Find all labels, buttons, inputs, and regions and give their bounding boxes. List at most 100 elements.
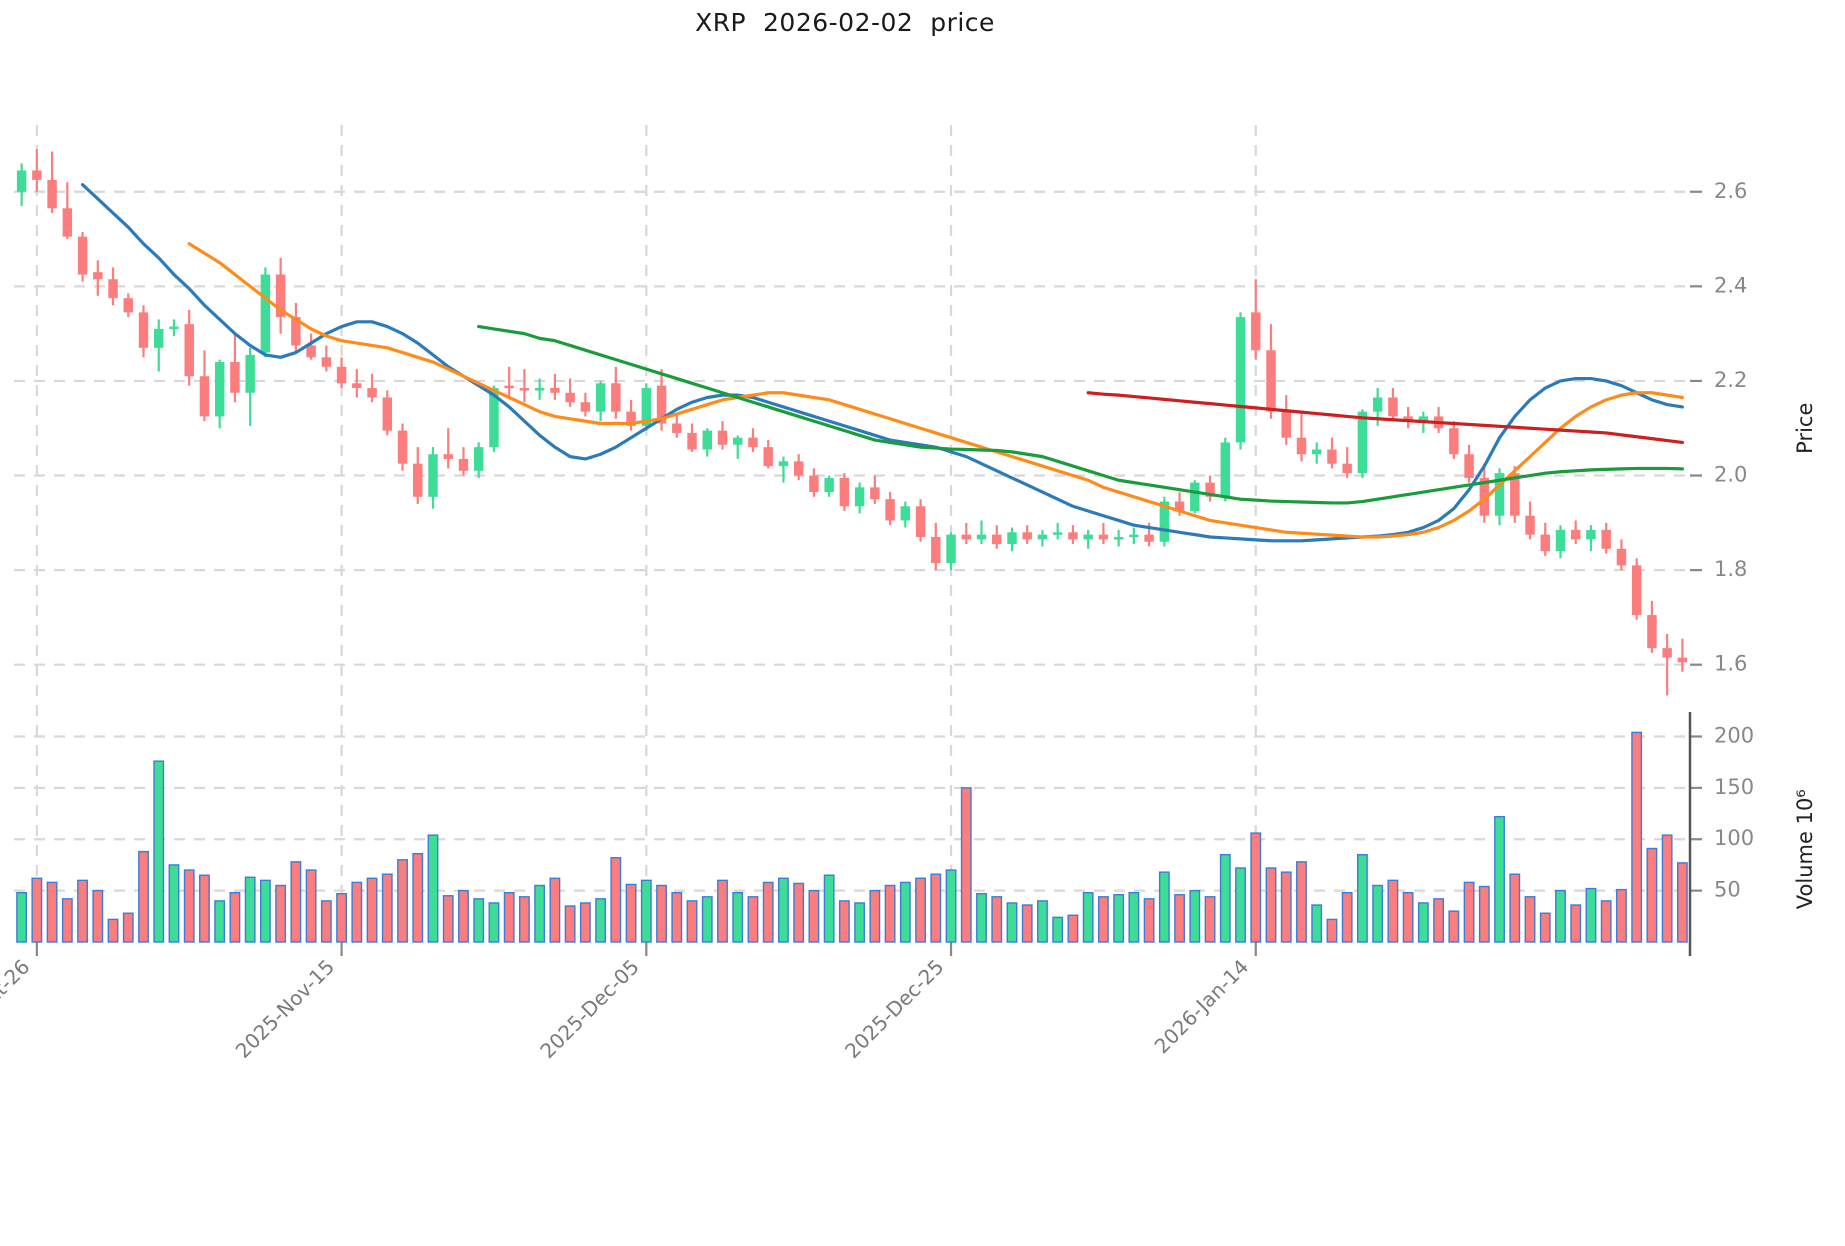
candle-body[interactable]	[626, 411, 636, 426]
candle-body[interactable]	[230, 362, 240, 393]
volume-bar[interactable]	[214, 900, 226, 943]
candle-body[interactable]	[519, 388, 530, 391]
volume-bar[interactable]	[945, 869, 957, 943]
volume-bar[interactable]	[61, 898, 73, 943]
volume-bar[interactable]	[1082, 891, 1094, 943]
volume-bar[interactable]	[960, 787, 972, 943]
volume-bar[interactable]	[686, 900, 698, 943]
candle-body[interactable]	[1098, 534, 1109, 540]
volume-bar[interactable]	[1539, 912, 1551, 943]
volume-bar[interactable]	[823, 874, 835, 943]
candle-body[interactable]	[214, 362, 225, 417]
volume-bar[interactable]	[503, 891, 515, 943]
candle-body[interactable]	[1631, 565, 1642, 616]
volume-bar[interactable]	[1341, 891, 1353, 943]
candle-body[interactable]	[1479, 477, 1490, 516]
volume-bar[interactable]	[1250, 832, 1262, 943]
volume-bar[interactable]	[778, 877, 789, 943]
candle-body[interactable]	[931, 537, 941, 564]
candle-body[interactable]	[778, 461, 789, 467]
candle-body[interactable]	[397, 430, 408, 464]
candle-body[interactable]	[504, 385, 514, 389]
candle-body[interactable]	[992, 534, 1002, 545]
candle-body[interactable]	[32, 170, 42, 180]
candle-body[interactable]	[1083, 534, 1093, 540]
volume-bar[interactable]	[671, 891, 683, 943]
volume-bar[interactable]	[259, 879, 271, 943]
volume-bar[interactable]	[1235, 867, 1246, 943]
candle-body[interactable]	[428, 454, 438, 497]
candle-body[interactable]	[1525, 515, 1535, 535]
candle-body[interactable]	[717, 430, 728, 445]
volume-bar[interactable]	[549, 877, 561, 943]
volume-bar[interactable]	[1463, 881, 1475, 943]
volume-bar[interactable]	[427, 834, 439, 943]
candle-body[interactable]	[1540, 534, 1550, 552]
candle-body[interactable]	[1388, 397, 1398, 417]
candle-body[interactable]	[16, 170, 27, 192]
candle-body[interactable]	[1266, 350, 1276, 412]
candle-body[interactable]	[352, 383, 362, 389]
volume-bar[interactable]	[1158, 871, 1170, 943]
volume-bar[interactable]	[1174, 894, 1186, 943]
volume-bar[interactable]	[107, 918, 119, 943]
volume-bar[interactable]	[808, 889, 820, 943]
volume-bar[interactable]	[1143, 898, 1155, 943]
volume-bar[interactable]	[397, 859, 408, 943]
volume-bar[interactable]	[534, 884, 546, 943]
candle-body[interactable]	[687, 432, 697, 450]
candle-body[interactable]	[1449, 428, 1459, 455]
candle-body[interactable]	[1586, 529, 1596, 540]
candle-body[interactable]	[1311, 449, 1322, 455]
volume-bar[interactable]	[1494, 815, 1505, 943]
candle-body[interactable]	[1662, 648, 1672, 658]
volume-bar[interactable]	[138, 850, 149, 943]
volume-bar[interactable]	[381, 873, 393, 943]
candle-body[interactable]	[291, 317, 301, 346]
candle-body[interactable]	[550, 388, 560, 393]
candle-body[interactable]	[275, 274, 286, 318]
volume-bar[interactable]	[976, 893, 987, 943]
volume-bar[interactable]	[869, 889, 881, 943]
volume-bar[interactable]	[1006, 902, 1018, 943]
volume-bar[interactable]	[762, 881, 774, 943]
volume-bar[interactable]	[168, 864, 180, 943]
volume-bar[interactable]	[1265, 867, 1277, 943]
candle-body[interactable]	[184, 324, 194, 377]
candle-body[interactable]	[245, 354, 255, 393]
candle-body[interactable]	[1601, 529, 1611, 549]
volume-bar[interactable]	[518, 896, 530, 943]
candle-body[interactable]	[413, 463, 423, 497]
candle-body[interactable]	[702, 430, 712, 450]
candle-body[interactable]	[1357, 411, 1368, 474]
candle-body[interactable]	[123, 298, 133, 313]
candle-body[interactable]	[839, 477, 850, 507]
candle-body[interactable]	[321, 357, 332, 367]
candle-body[interactable]	[748, 437, 758, 448]
volume-bar[interactable]	[1052, 916, 1064, 943]
candle-body[interactable]	[1129, 534, 1139, 538]
volume-bar[interactable]	[1037, 900, 1048, 943]
volume-bar[interactable]	[488, 902, 500, 943]
volume-bar[interactable]	[1646, 847, 1658, 943]
volume-bar[interactable]	[579, 902, 591, 943]
volume-bar[interactable]	[991, 896, 1003, 943]
candle-body[interactable]	[1464, 454, 1474, 478]
candle-body[interactable]	[1251, 312, 1261, 351]
candle-body[interactable]	[1342, 463, 1352, 474]
volume-bar[interactable]	[793, 882, 805, 943]
candle-body[interactable]	[793, 461, 804, 476]
candle-body[interactable]	[534, 388, 545, 391]
candle-body[interactable]	[306, 345, 316, 358]
candle-body[interactable]	[47, 179, 57, 209]
volume-bar[interactable]	[1189, 889, 1201, 943]
volume-bar[interactable]	[122, 912, 134, 943]
volume-bar[interactable]	[1326, 918, 1338, 943]
candle-body[interactable]	[961, 534, 971, 540]
candle-body[interactable]	[1510, 473, 1520, 516]
candle-body[interactable]	[854, 487, 865, 507]
volume-bar[interactable]	[442, 895, 454, 943]
volume-bar[interactable]	[1219, 853, 1231, 943]
candle-body[interactable]	[169, 326, 179, 330]
volume-bar[interactable]	[336, 893, 348, 943]
